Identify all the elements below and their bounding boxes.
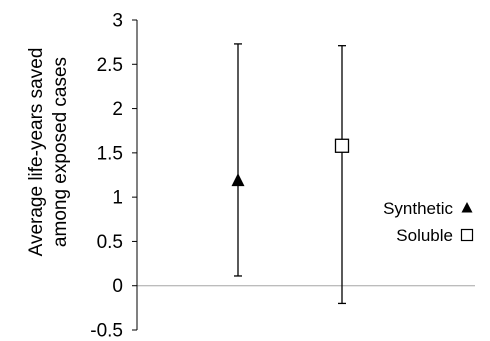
legend-item-soluble: Soluble bbox=[396, 226, 474, 245]
series-soluble bbox=[334, 45, 350, 305]
data-point bbox=[334, 138, 350, 153]
y-axis-title-line-1: Average life-years saved bbox=[26, 48, 47, 257]
legend: Synthetic Soluble bbox=[383, 199, 474, 245]
y-tick-label: 0 bbox=[112, 276, 123, 297]
y-tick-label: 1 bbox=[112, 188, 123, 209]
series-layer bbox=[231, 43, 350, 305]
data-point bbox=[231, 173, 245, 187]
y-ticks: -0.5 0 0.5 1 1.5 2 2.5 3 bbox=[90, 11, 137, 341]
y-axis-title: Average life-years saved among exposed c… bbox=[26, 48, 71, 257]
y-tick-label: 2 bbox=[112, 99, 123, 120]
legend-marker-triangle bbox=[461, 202, 473, 213]
legend-marker-square bbox=[460, 228, 474, 242]
y-tick-label: 3 bbox=[112, 11, 123, 32]
y-tick-label: 1.5 bbox=[97, 143, 123, 164]
series-synthetic bbox=[231, 43, 245, 277]
legend-label: Synthetic bbox=[383, 199, 453, 218]
legend-label: Soluble bbox=[396, 226, 453, 245]
y-axis-title-line-2: among exposed cases bbox=[50, 57, 71, 247]
legend-item-synthetic: Synthetic bbox=[383, 199, 473, 218]
y-tick-label: -0.5 bbox=[90, 321, 123, 341]
y-tick-label: 2.5 bbox=[97, 55, 123, 76]
y-tick-label: 0.5 bbox=[97, 232, 123, 253]
